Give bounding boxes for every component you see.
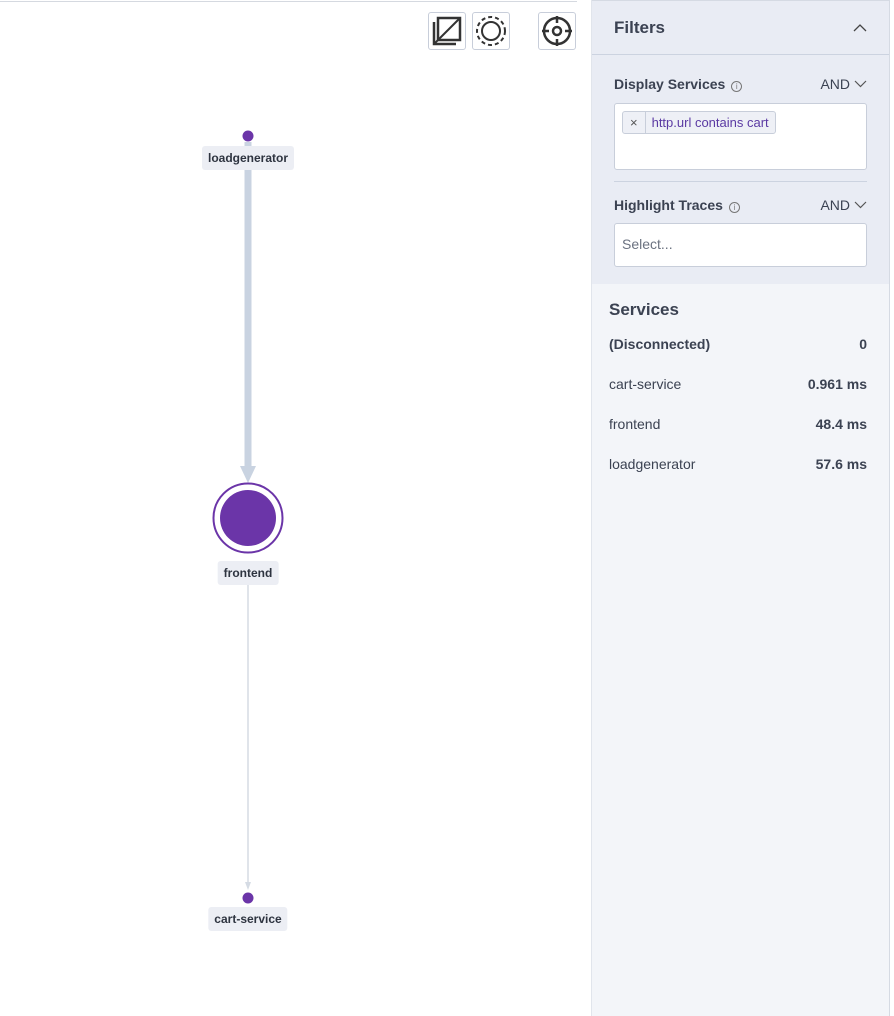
node-label: frontend	[217, 561, 279, 585]
graph-svg	[212, 130, 284, 904]
service-graph-canvas[interactable]: loadgenerator frontend cart-service	[0, 0, 591, 1016]
side-panel: Filters Display Services i AND × http.url …	[591, 0, 889, 1016]
edge-arrowhead	[240, 466, 256, 483]
service-row[interactable]: loadgenerator 57.6 ms	[609, 456, 867, 496]
service-row[interactable]: (Disconnected) 0	[609, 336, 867, 376]
services-section: Services (Disconnected) 0 cart-service 0.9…	[592, 284, 889, 496]
service-name: (Disconnected)	[609, 336, 711, 352]
highlight-traces-select[interactable]: Select...	[614, 223, 867, 267]
filters-header[interactable]: Filters	[592, 1, 889, 55]
center-button[interactable]	[538, 12, 576, 50]
info-icon[interactable]: i	[731, 81, 743, 92]
divider	[614, 181, 867, 182]
node-label: loadgenerator	[201, 146, 295, 170]
panel-edge	[889, 0, 894, 1016]
fit-to-screen-icon	[432, 16, 462, 46]
node-loadgenerator[interactable]	[242, 130, 254, 142]
service-row[interactable]: frontend 48.4 ms	[609, 416, 867, 456]
node-cart-service[interactable]	[242, 892, 254, 904]
display-services-label: Display Services	[614, 76, 726, 92]
edge-arrowhead	[245, 882, 251, 890]
highlight-traces-operator[interactable]: AND	[820, 197, 867, 213]
service-value: 57.6 ms	[815, 456, 867, 472]
chevron-down-icon	[854, 201, 867, 209]
node-frontend[interactable]	[220, 490, 276, 546]
display-services-operator[interactable]: AND	[820, 76, 867, 92]
highlight-traces-label: Highlight Traces	[614, 197, 723, 213]
chevron-down-icon	[854, 80, 867, 88]
chevron-up-icon[interactable]	[853, 23, 867, 32]
display-services-input[interactable]: × http.url contains cart	[614, 103, 867, 170]
service-value: 0	[859, 336, 867, 352]
operator-label: AND	[820, 76, 850, 92]
service-row[interactable]: cart-service 0.961 ms	[609, 376, 867, 416]
remove-chip-button[interactable]: ×	[623, 112, 646, 133]
chip-label: http.url contains cart	[651, 115, 769, 130]
filters-title: Filters	[614, 17, 666, 37]
info-icon[interactable]: i	[728, 202, 740, 213]
node-label: cart-service	[208, 907, 288, 931]
service-name: cart-service	[609, 376, 682, 392]
service-value: 48.4 ms	[815, 416, 867, 432]
filters-section: Filters Display Services i AND × http.url …	[592, 0, 889, 284]
layout-button[interactable]	[472, 12, 510, 50]
fit-to-screen-button[interactable]	[428, 12, 466, 50]
services-title: Services	[609, 300, 679, 319]
center-target-icon	[542, 16, 572, 46]
service-name: loadgenerator	[609, 456, 696, 472]
filter-chip: × http.url contains cart	[622, 111, 776, 134]
divider	[0, 1, 577, 2]
service-value: 0.961 ms	[807, 376, 867, 392]
service-name: frontend	[609, 416, 661, 432]
layout-circle-icon	[476, 16, 506, 46]
operator-label: AND	[820, 197, 850, 213]
